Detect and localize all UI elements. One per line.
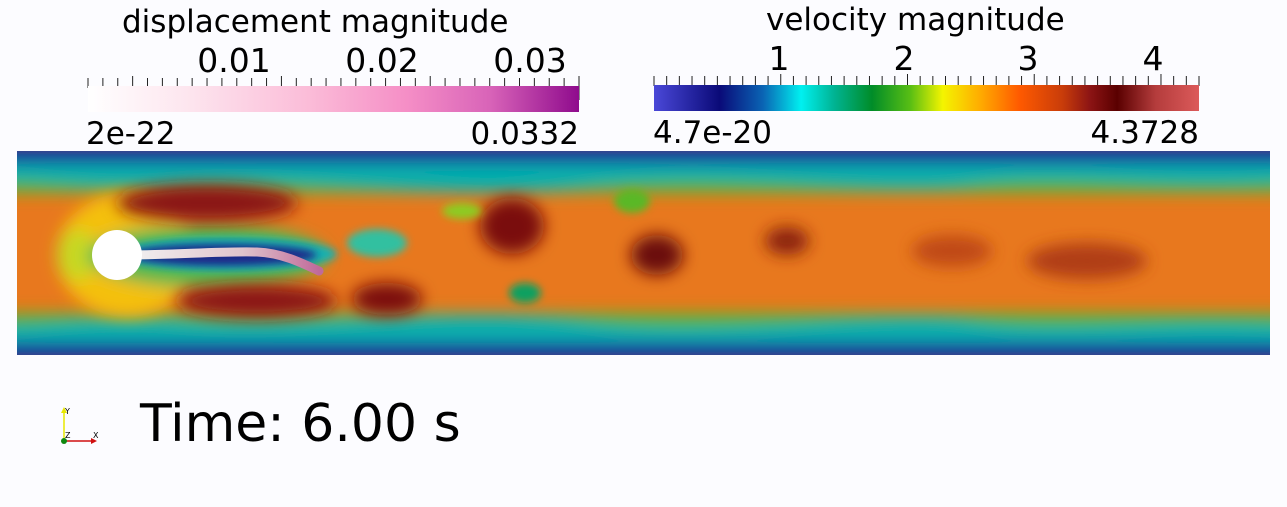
displacement-range-max: 0.0332 [470,116,579,152]
velocity-bar-title: velocity magnitude [766,2,1065,38]
displacement-color-gradient [88,86,579,112]
z-axis-dot-icon [61,438,67,444]
orientation-axes-widget: Y Z X [61,407,99,444]
displacement-tick-label: 0.03 [493,41,567,80]
x-axis-label: X [93,431,99,440]
displacement-tick-label: 0.02 [345,41,419,80]
displacement-range-min: 2e-22 [86,116,176,152]
velocity-range-max: 4.3728 [1090,115,1199,151]
velocity-tick-label: 1 [768,39,790,78]
x-axis-arrow-icon [91,438,97,444]
velocity-tick-label: 3 [1017,39,1039,78]
displacement-bar-title: displacement magnitude [122,4,509,40]
displacement-tick-label: 0.01 [197,41,271,80]
velocity-tick-label: 2 [893,39,915,78]
y-axis-arrow-icon [61,407,67,413]
time-annotation: Time: 6.00 s [140,394,461,454]
velocity-color-gradient [654,85,1199,111]
flow-field-viewport[interactable] [17,151,1270,355]
y-axis-label: Y [64,407,70,416]
velocity-tick-label: 4 [1142,39,1164,78]
velocity-range-min: 4.7e-20 [653,115,773,151]
z-axis-label: Z [65,431,71,440]
